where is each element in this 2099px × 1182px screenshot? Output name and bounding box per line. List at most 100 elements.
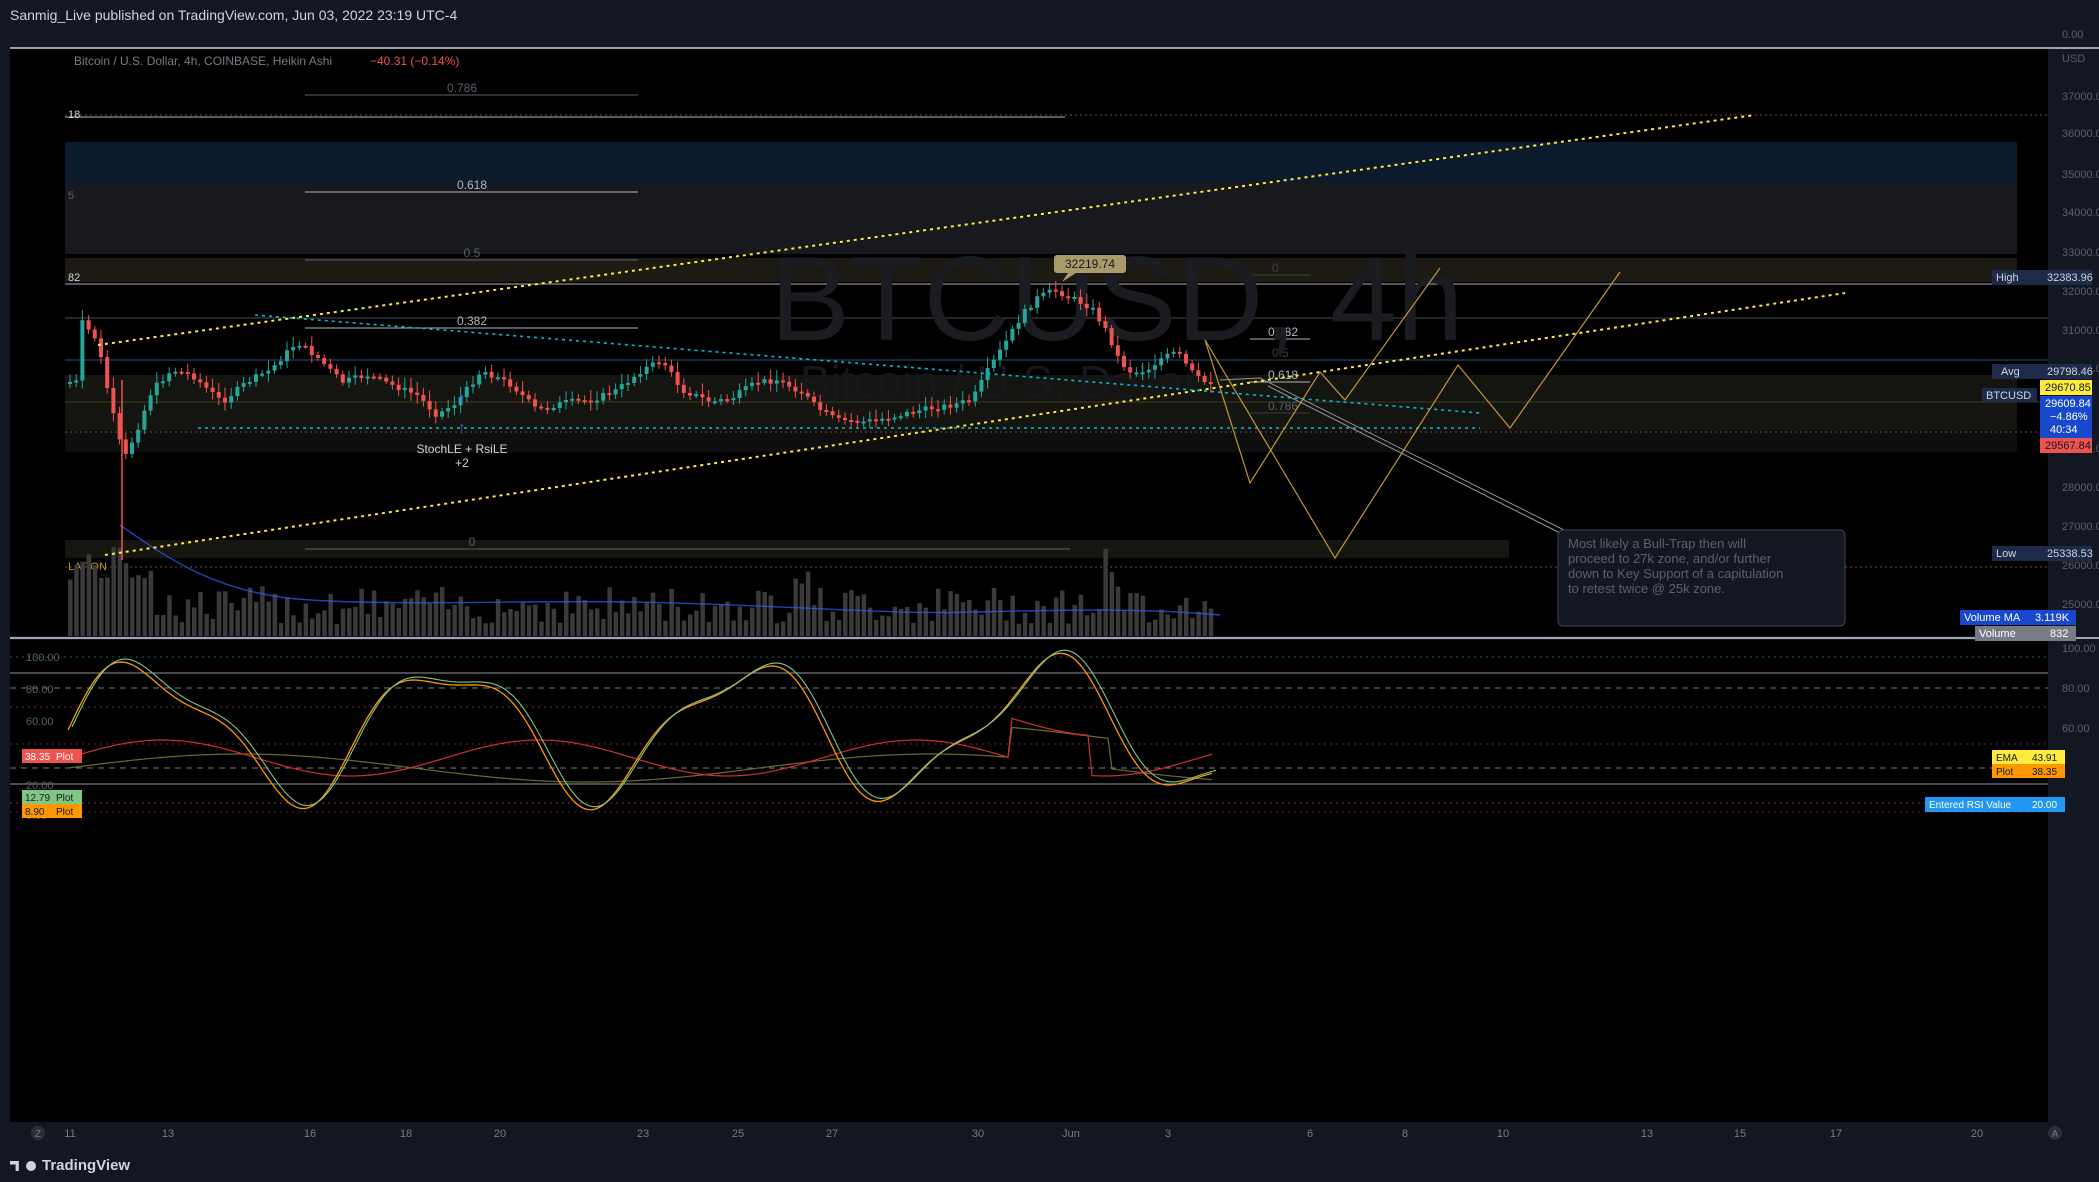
badge-high-value: 32383.96 — [2047, 272, 2093, 284]
volume-bar — [371, 590, 377, 636]
candle — [768, 369, 773, 392]
volume-bar — [204, 613, 209, 636]
volume-bar — [427, 603, 433, 636]
osc-stoch-d-line — [67, 652, 1213, 811]
volume-bar — [1115, 586, 1121, 636]
candle — [650, 356, 655, 372]
volume-bar — [1072, 604, 1077, 636]
time-axis-right-button[interactable]: A — [2052, 1129, 2059, 1140]
fib-r0382-label: 0.382 — [1268, 325, 1298, 339]
candle — [161, 374, 165, 389]
candle — [762, 376, 767, 386]
volume-bar — [1016, 623, 1022, 636]
candle — [874, 409, 878, 428]
volume-bar — [849, 590, 854, 636]
volume-bar — [712, 605, 718, 636]
volume-bar — [725, 601, 730, 636]
candle — [1134, 367, 1139, 377]
volume-bar — [396, 607, 402, 636]
trendline-cyan-desc[interactable] — [254, 314, 1481, 414]
candle — [719, 394, 723, 406]
price-tick: 27000.00 — [2062, 521, 2099, 533]
volume-bar — [929, 620, 935, 636]
fib-retracement-left[interactable]: 0.786 0.618 0.5 0.382 0 — [305, 81, 1070, 550]
volume-bar — [514, 610, 519, 636]
volume-bar — [700, 593, 705, 636]
candle — [483, 366, 488, 380]
volume-bar — [235, 610, 240, 636]
candle — [371, 372, 376, 380]
candle — [179, 368, 184, 376]
candle — [855, 415, 860, 428]
volume-bar — [588, 609, 594, 636]
candle — [799, 382, 804, 400]
volume-bar — [923, 607, 929, 636]
candle — [309, 336, 314, 363]
candle — [805, 388, 810, 400]
candle — [973, 384, 978, 407]
annotation-note[interactable]: Most likely a Bull-Trap then will procee… — [1557, 529, 1846, 627]
candle — [917, 403, 922, 419]
chart-frame[interactable]: 0.786 0.618 0.5 0.382 0 0 0.382 0.5 0.61… — [10, 29, 2099, 1145]
osc-ema-label: EMA — [1996, 753, 2018, 764]
zone-grey — [65, 182, 2017, 254]
projection-path-2[interactable] — [1204, 271, 1621, 560]
volume-bar — [1022, 612, 1028, 636]
candle — [80, 310, 85, 389]
candle — [192, 367, 196, 385]
price-tick: 31000.00 — [2062, 325, 2099, 337]
volume-bar — [1165, 614, 1170, 636]
price-tick: 25000.00 — [2062, 599, 2099, 611]
candle — [712, 396, 717, 405]
volume-bar — [446, 609, 451, 636]
candle — [824, 404, 829, 416]
volume-bar — [440, 587, 445, 636]
candle — [911, 406, 916, 418]
osc-left-badge-value: 38.35 — [25, 752, 50, 763]
volume-bar — [1053, 597, 1059, 636]
candle — [1084, 293, 1089, 317]
note-line-2: proceed to 27k zone, and/or further — [1568, 551, 1772, 566]
candle — [533, 393, 537, 412]
currency-label: USD — [2062, 53, 2085, 65]
projection-path-1[interactable] — [1204, 267, 1441, 485]
zone-dark — [65, 430, 2017, 452]
volume-bar — [905, 606, 910, 636]
fib-r0618-label: 0.618 — [1268, 368, 1298, 382]
peak-callout[interactable]: 32219.74 — [1054, 255, 1126, 282]
candle — [266, 360, 271, 382]
candle — [675, 361, 680, 394]
note-line-1: Most likely a Bull-Trap then will — [1568, 536, 1746, 551]
volume-bar — [582, 600, 588, 636]
osc-left-badge-label: Plot — [56, 793, 73, 804]
candle — [136, 423, 141, 448]
candle — [198, 373, 203, 388]
candle — [130, 437, 134, 459]
candle — [1010, 325, 1015, 344]
symbol-change: −40.31 (−0.14%) — [370, 54, 459, 68]
candle — [458, 386, 463, 414]
volume-bar — [861, 594, 867, 636]
candle — [365, 368, 370, 385]
candle — [433, 401, 438, 424]
chart-canvas[interactable]: 0.786 0.618 0.5 0.382 0 0 0.382 0.5 0.61… — [10, 29, 2099, 1145]
candle — [706, 389, 711, 408]
candle — [1016, 314, 1021, 336]
candle — [1103, 315, 1108, 333]
volume-bar — [334, 623, 340, 636]
time-axis-left-button[interactable]: Z — [35, 1129, 41, 1140]
candle — [1115, 335, 1120, 364]
oscillator-pane[interactable]: 100.00 80.00 60.00 20.00 0.00 100.00 80.… — [10, 643, 2096, 822]
badge-avg: Avg 29798.46 — [1992, 364, 2093, 379]
candle — [514, 382, 519, 395]
volume-bar — [533, 604, 538, 636]
publish-header: Sanmig_Live published on TradingView.com… — [0, 0, 2099, 30]
tradingview-logo[interactable]: TradingView — [10, 1157, 130, 1174]
time-tick: Jun — [1062, 1128, 1080, 1140]
volume-bar — [111, 547, 116, 636]
channel-upper-line[interactable] — [97, 114, 1756, 346]
time-tick: 23 — [637, 1128, 649, 1140]
candle — [402, 377, 407, 399]
time-axis[interactable]: Z A 11 13 16 18 20 23 25 27 30 Jun 3 6 8 10 13 15 17 20 — [31, 1126, 2062, 1140]
price-axis[interactable]: 0.00 USD 37000.00 36000.00 35000.00 3400… — [2062, 29, 2099, 611]
